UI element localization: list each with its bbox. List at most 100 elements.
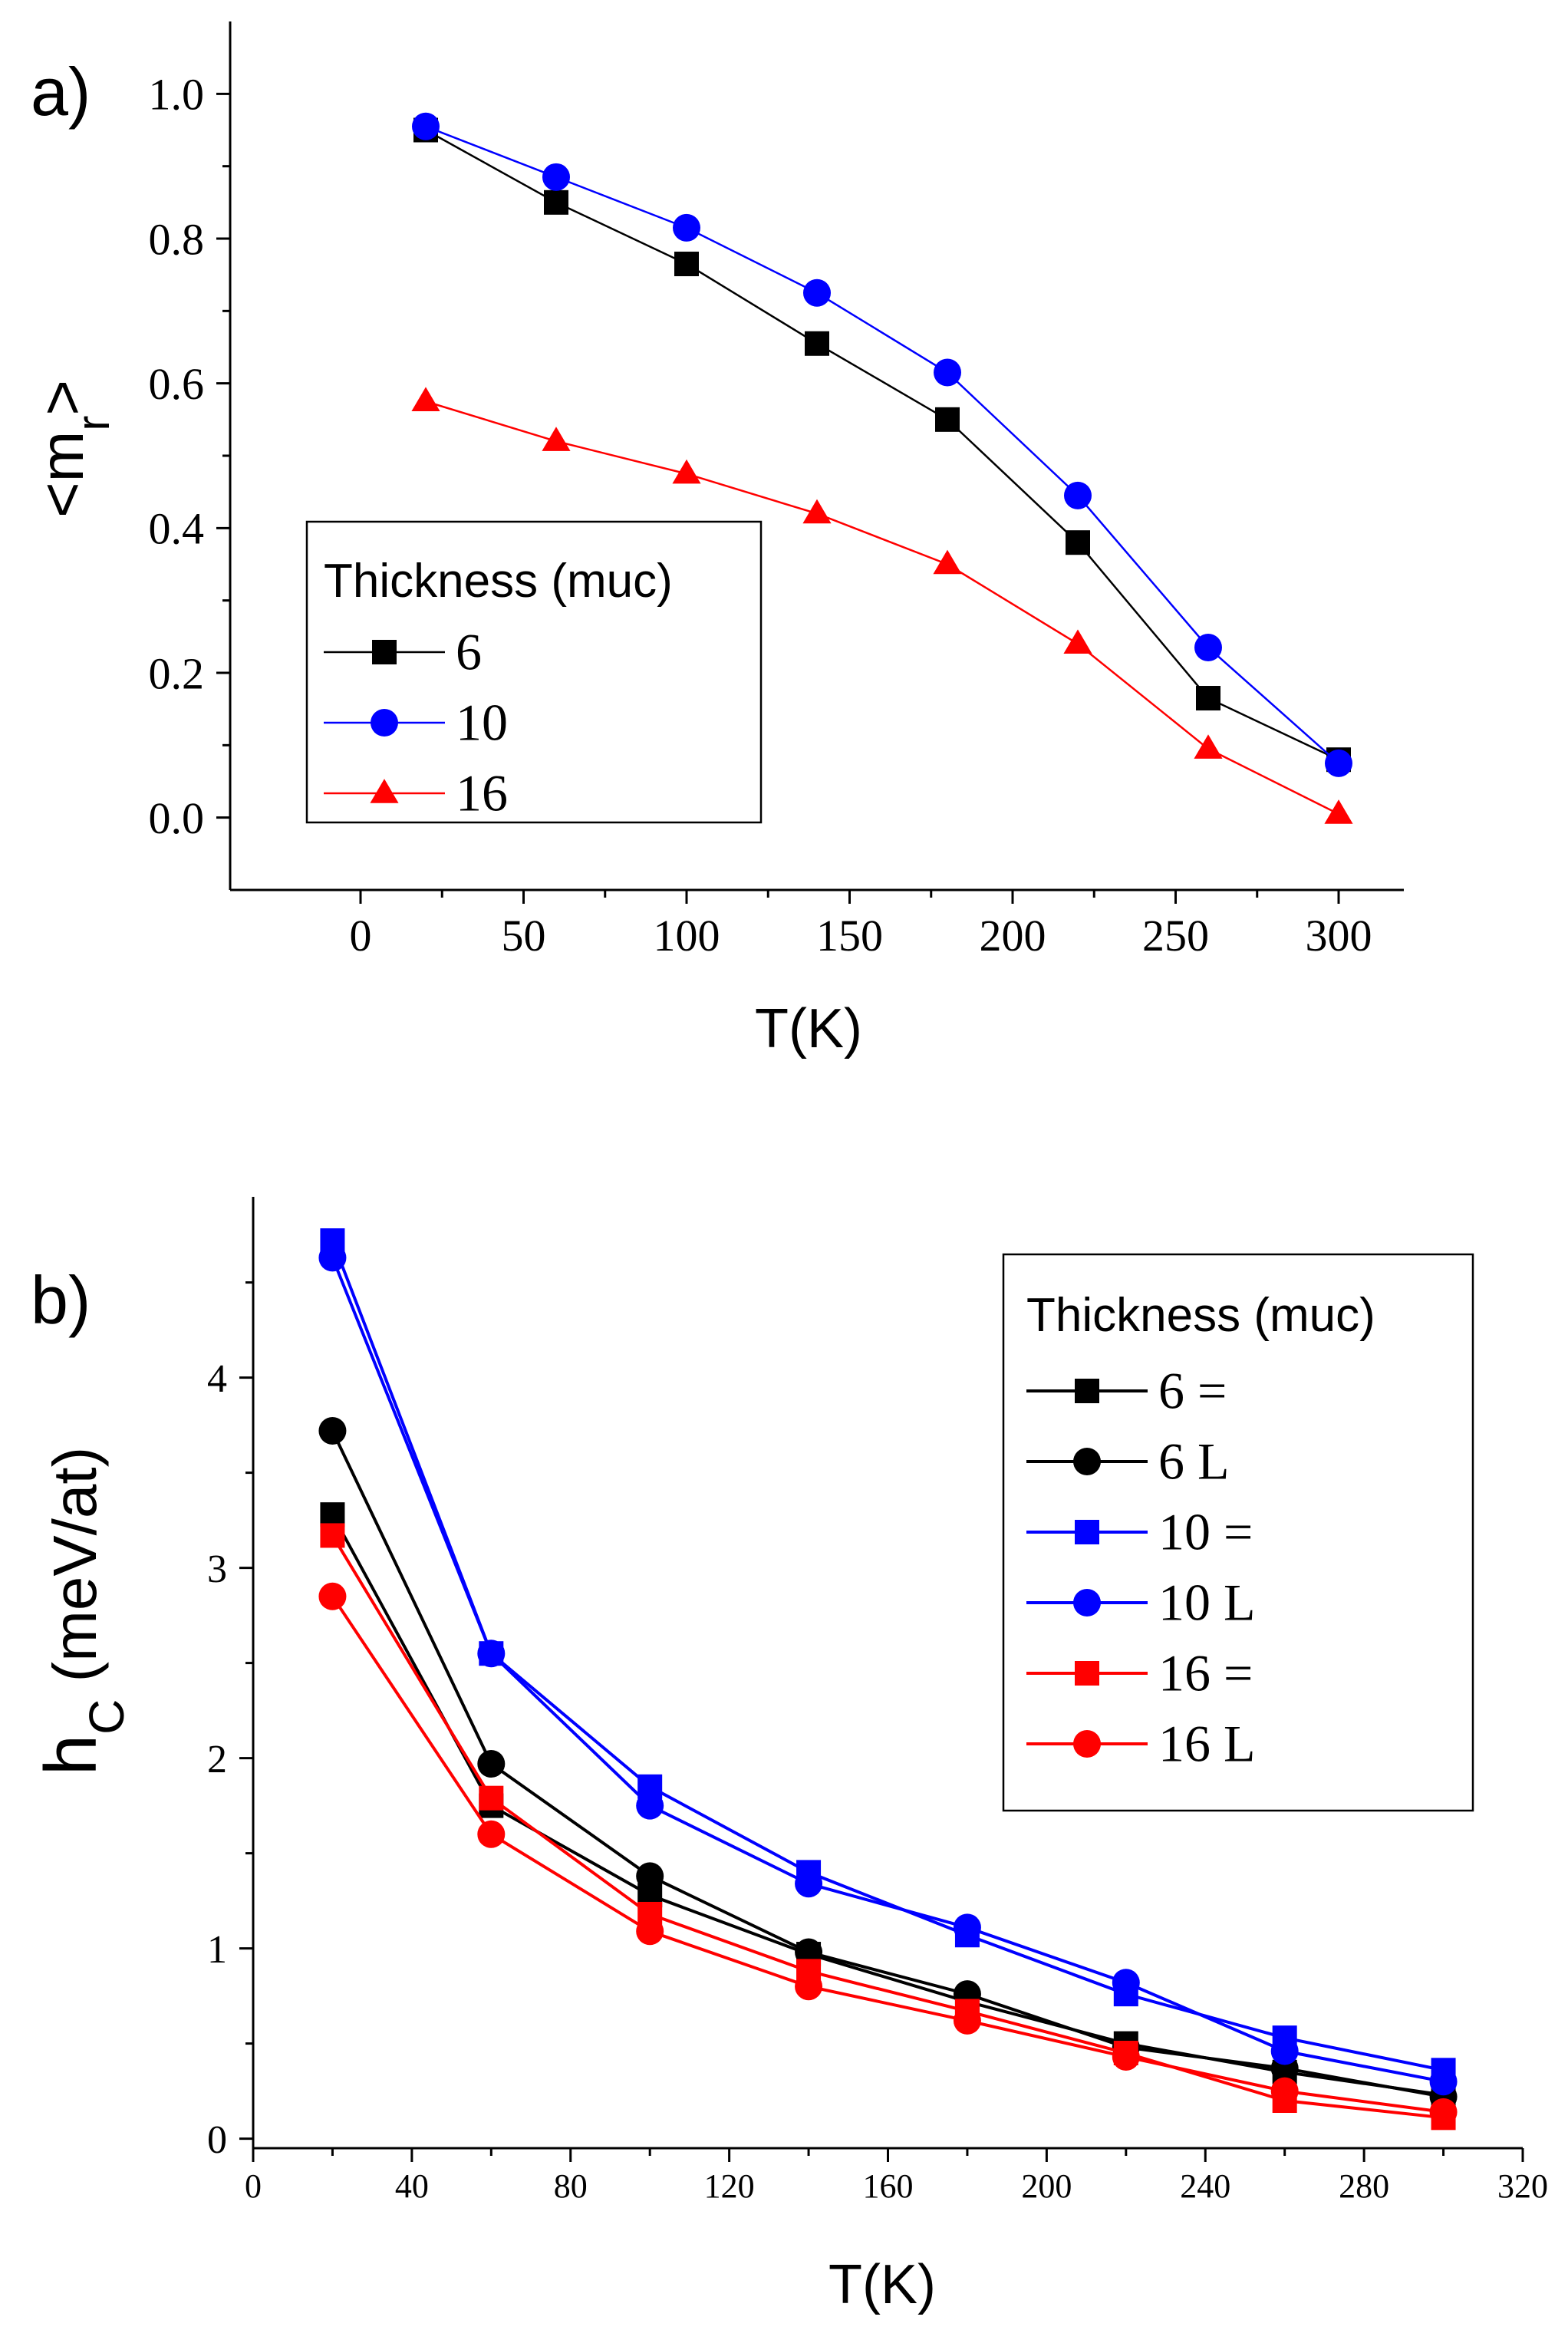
panel-b-x-tick-label: 240 xyxy=(1180,2167,1230,2205)
panel-b-series-line xyxy=(331,1430,1444,2099)
panel-a-y-tick-label: 0.8 xyxy=(149,214,205,264)
panel-b-legend-label: 10 L xyxy=(1158,1573,1256,1631)
panel-b-data-point xyxy=(636,1862,664,1890)
panel-b-data-point xyxy=(953,2006,981,2035)
panel-b-x-tick-label: 40 xyxy=(395,2167,429,2205)
panel-a-legend-marker xyxy=(370,779,399,803)
panel-b-y-tick-label: 3 xyxy=(207,1547,227,1591)
panel-b-legend-entry: 6 L xyxy=(1026,1432,1230,1490)
panel-b-legend-marker xyxy=(1075,1520,1099,1544)
panel-a-legend-box xyxy=(305,520,763,824)
panel-a-xlabel: T(K) xyxy=(755,998,862,1060)
panel-a-legend-entry: 16 xyxy=(324,763,508,822)
panel-b-y-tick-label: 1 xyxy=(207,1928,227,1972)
panel-b-series-line xyxy=(331,1514,1444,2097)
panel-a-label: a) xyxy=(31,54,91,130)
panel-a-data-point xyxy=(412,112,440,140)
panel-a-data-point xyxy=(935,407,960,432)
panel-b-chart: b) T(K) hC (meV/at) 0 40 80 120 160 200 240 280… xyxy=(30,1197,1548,2315)
panel-a-x-tick-label: 300 xyxy=(1306,911,1372,961)
panel-b-data-point xyxy=(795,1870,823,1898)
panel-a-data-point xyxy=(1194,734,1223,759)
panel-b-legend-entry: 16 L xyxy=(1026,1714,1256,1772)
panel-b-data-point xyxy=(320,1523,345,1548)
panel-b-data-point xyxy=(477,1640,506,1668)
panel-a-y-tick-label: 0.2 xyxy=(149,648,205,698)
panel-a-data-point xyxy=(411,387,440,412)
panel-b-ylabel-main: h xyxy=(30,1735,112,1775)
panel-b-series-10-l xyxy=(318,1244,1458,2096)
panel-a-data-point xyxy=(933,549,962,575)
panel-b-ylabel-end: (meV/at) xyxy=(41,1447,109,1699)
panel-a-legend-entry: 6 xyxy=(324,622,482,681)
panel-b-legend-label: 16 = xyxy=(1158,1643,1253,1702)
panel-a-legend-label: 16 xyxy=(456,763,508,822)
panel-b-x-tick-label: 200 xyxy=(1021,2167,1072,2205)
panel-a-y-tick-label: 0.4 xyxy=(149,504,205,554)
panel-b-legend-label: 6 L xyxy=(1158,1432,1230,1490)
panel-b-data-point xyxy=(636,1791,664,1820)
panel-a-data-point xyxy=(802,499,832,524)
panel-b-data-point xyxy=(318,1244,347,1272)
panel-b-series-line xyxy=(331,1257,1444,2084)
panel-b-legend-marker xyxy=(1075,1661,1099,1686)
panel-b-ylabel-sub: C xyxy=(79,1699,134,1735)
panel-a-data-point xyxy=(1066,530,1090,555)
panel-b-x-tick-label: 0 xyxy=(245,2167,262,2205)
panel-b-data-point xyxy=(636,1917,664,1946)
panel-b-series-line xyxy=(331,1595,1444,2114)
panel-b-xlabel: T(K) xyxy=(828,2254,936,2315)
panel-a-series-line xyxy=(425,125,1339,764)
panel-b-data-point xyxy=(795,1972,823,2001)
panel-a-legend-label: 6 xyxy=(456,622,482,681)
panel-b-data-point xyxy=(953,1913,981,1942)
panel-a-data-point xyxy=(934,358,961,387)
panel-a-legend-marker xyxy=(372,640,397,664)
panel-a-data-point xyxy=(1194,633,1222,661)
panel-b-data-point xyxy=(477,1820,506,1848)
panel-a-data-point xyxy=(803,278,831,307)
panel-b-legend-entry: 6 = xyxy=(1026,1361,1227,1419)
panel-b-legend-marker xyxy=(1073,1448,1101,1475)
panel-a-legend-marker xyxy=(371,709,398,737)
panel-b-legend-label: 6 = xyxy=(1158,1361,1227,1419)
panel-a-series-16 xyxy=(411,387,1353,824)
panel-b-legend-label: 10 = xyxy=(1158,1502,1253,1560)
panel-a-data-point xyxy=(1324,799,1353,824)
panel-a-data-point xyxy=(542,427,571,451)
panel-a-x-tick-label: 0 xyxy=(350,911,372,961)
panel-b-y-tick-label: 0 xyxy=(207,2118,227,2162)
panel-a-x-tick-label: 200 xyxy=(980,911,1046,961)
panel-b-legend-title: Thickness (muc) xyxy=(1026,1289,1375,1342)
panel-a-chart: a) T(K) <mr> 0 50 100 150 200 250 300 0.0 0.2 0.4… xyxy=(28,21,1404,1060)
panel-b-legend: Thickness (muc) 6 = 6 L 10 = 10 L 16 = 16 L xyxy=(1002,1253,1474,1812)
panel-b-data-point xyxy=(477,1750,506,1778)
panel-b-series-16-l xyxy=(318,1582,1458,2126)
panel-a-ylabel-end: > xyxy=(28,380,96,416)
panel-a-ylabel-sub: r xyxy=(68,416,119,431)
panel-b-data-point xyxy=(318,1417,347,1445)
panel-a-data-point xyxy=(1064,481,1092,509)
panel-a-series-line xyxy=(425,400,1339,816)
panel-a-series-10 xyxy=(412,112,1352,777)
panel-b-axes: 0 40 80 120 160 200 240 280 320 0 1 2 3 4 xyxy=(207,1197,1548,2205)
panel-b-series-line xyxy=(331,1240,1444,2072)
panel-a-x-tick-label: 50 xyxy=(502,911,546,961)
panel-b-data-point xyxy=(479,1785,504,1811)
panel-a-y-tick-label: 0.0 xyxy=(149,793,205,843)
panel-b-ylabel: hC (meV/at) xyxy=(30,1447,134,1776)
panel-a-legend-entry: 10 xyxy=(324,693,508,751)
panel-a-data-point xyxy=(674,252,699,277)
panel-a-legend-label: 10 xyxy=(456,693,508,751)
panel-b-x-tick-label: 280 xyxy=(1339,2167,1389,2205)
panel-a-x-tick-label: 150 xyxy=(816,911,883,961)
panel-a-x-tick-label: 250 xyxy=(1142,911,1209,961)
panel-b-data-point xyxy=(318,1582,347,1610)
panel-b-x-tick-label: 320 xyxy=(1497,2167,1548,2205)
panel-b-data-point xyxy=(1270,2077,1299,2105)
panel-b-data-point xyxy=(1270,2037,1299,2065)
panel-b-legend-entry: 10 = xyxy=(1026,1502,1253,1560)
panel-b-x-tick-label: 160 xyxy=(863,2167,914,2205)
panel-a-data-point xyxy=(544,189,568,215)
panel-a-ylabel: <mr> xyxy=(28,380,119,518)
